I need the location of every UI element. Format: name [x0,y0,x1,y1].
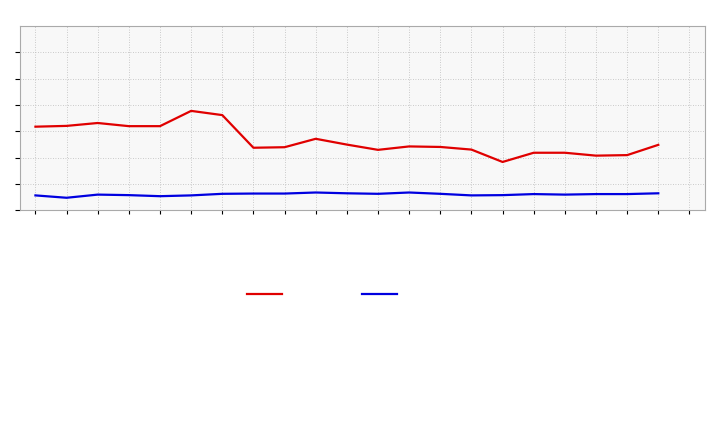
有利子負債 [31,193,40,198]
現預金 [31,124,40,129]
現預金 [249,145,258,150]
現預金 [62,123,71,128]
現預金 [343,142,351,147]
現預金 [374,147,382,153]
Line: 現預金: 現預金 [35,111,658,162]
現預金 [186,108,195,114]
有利子負債 [94,192,102,197]
Line: 有利子負債: 有利子負債 [35,193,658,198]
現預金 [125,124,133,129]
現預金 [405,144,413,149]
有利子負債 [592,191,600,197]
有利子負債 [218,191,227,196]
有利子負債 [623,191,631,197]
現預金 [436,144,445,150]
現預金 [156,124,164,129]
有利子負債 [467,193,476,198]
有利子負債 [498,192,507,198]
現預金 [280,145,289,150]
有利子負債 [405,190,413,195]
有利子負債 [280,191,289,196]
有利子負債 [249,191,258,196]
有利子負債 [156,194,164,199]
有利子負債 [343,191,351,196]
現預金 [498,159,507,165]
有利子負債 [125,192,133,198]
有利子負債 [374,191,382,196]
有利子負債 [186,193,195,198]
有利子負債 [62,195,71,200]
有利子負債 [311,190,320,195]
有利子負債 [529,191,538,197]
Legend: 現預金, 有利子負債: 現預金, 有利子負債 [242,284,483,305]
現預金 [529,150,538,155]
現預金 [94,121,102,126]
現預金 [654,142,662,147]
有利子負債 [436,191,445,196]
有利子負債 [561,192,570,197]
現預金 [218,113,227,118]
現預金 [592,153,600,158]
現預金 [467,147,476,152]
現預金 [311,136,320,141]
現預金 [623,153,631,158]
現預金 [561,150,570,155]
有利子負債 [654,191,662,196]
